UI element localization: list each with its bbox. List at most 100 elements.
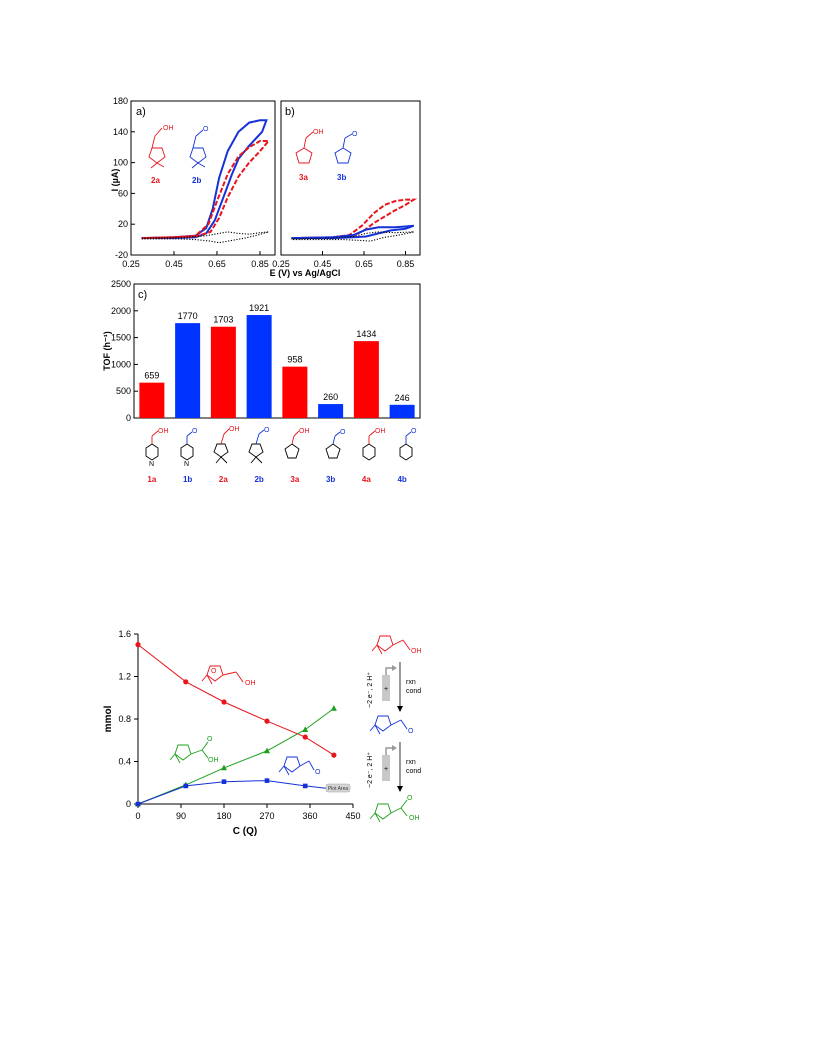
molecule-2b-o: O bbox=[203, 126, 209, 133]
scheme-rxn-1: rxn bbox=[406, 679, 416, 686]
compound-label-2b: 2b bbox=[192, 176, 201, 185]
scheme-alcohol-oh: OH bbox=[411, 648, 422, 655]
panel-d: 0 0.4 0.8 1.2 1.6 0 90 180 270 360 450 mmol C (Q)… bbox=[103, 629, 361, 837]
x-tick-label: 0.25 bbox=[122, 259, 140, 269]
bar-value-label: 958 bbox=[287, 355, 302, 365]
data-point-triangle bbox=[302, 726, 309, 733]
molecule-3a-oh: OH bbox=[313, 129, 324, 136]
category-label-2a: 2a bbox=[219, 475, 228, 484]
series-line-circle bbox=[137, 644, 335, 756]
structure-3a-oh: OH bbox=[299, 428, 310, 435]
data-point-circle bbox=[264, 718, 270, 724]
y-tick-label: 0.8 bbox=[118, 714, 131, 724]
scheme-acid: O OH bbox=[369, 795, 420, 823]
svg-text:N: N bbox=[149, 461, 154, 468]
x-tick-label: 0.45 bbox=[165, 259, 183, 269]
y-tick-label: 1500 bbox=[111, 333, 131, 343]
svg-text:N: N bbox=[184, 461, 189, 468]
y-tick-label: 1000 bbox=[111, 359, 131, 369]
y-tick-label: -20 bbox=[115, 250, 128, 260]
category-label-3a: 3a bbox=[290, 475, 299, 484]
y-tick-label: 100 bbox=[113, 158, 128, 168]
panel-a-frame bbox=[130, 100, 276, 256]
y-tick-label: 1.2 bbox=[118, 672, 131, 682]
data-point-square bbox=[302, 783, 308, 789]
molecule-3b-o: O bbox=[352, 131, 358, 138]
y-tick-label: 2000 bbox=[111, 306, 131, 316]
inline-acid-oh: OH bbox=[208, 757, 219, 764]
scheme-acid-oh: OH bbox=[409, 815, 420, 822]
panel-c-y-ticks: 0 500 1000 1500 2000 2500 bbox=[111, 279, 138, 423]
structure-1a-oh: OH bbox=[158, 428, 169, 435]
molecule-3a: OH 3a bbox=[295, 129, 324, 182]
x-tick-label: 0.85 bbox=[251, 259, 269, 269]
structure-3b-o: O bbox=[340, 429, 346, 436]
bar-4a bbox=[353, 341, 379, 418]
cv-series-solid bbox=[141, 119, 268, 240]
molecule-3b: O 3b bbox=[334, 131, 358, 182]
scheme-plus-1: + bbox=[384, 686, 388, 693]
scheme-electrons-1: −2 e⁻, 2 H⁺ bbox=[367, 672, 374, 708]
panel-c-label: c) bbox=[138, 289, 147, 301]
panel-d-series bbox=[135, 642, 337, 807]
x-tick-label: 0 bbox=[135, 811, 140, 821]
data-point-square bbox=[183, 783, 189, 789]
bar-value-label: 260 bbox=[323, 392, 338, 402]
cv-series-dotted bbox=[291, 231, 414, 242]
molecule-2a-oh: OH bbox=[163, 125, 174, 132]
y-tick-label: 60 bbox=[118, 188, 128, 198]
bar-value-label: 246 bbox=[395, 393, 410, 403]
x-tick-label: 0.65 bbox=[208, 259, 226, 269]
data-point-square bbox=[264, 778, 270, 783]
structure-3a: OH bbox=[284, 428, 310, 459]
category-label-1a: 1a bbox=[147, 475, 156, 484]
data-point-circle bbox=[183, 679, 189, 685]
panel-c: c) 0 500 1000 1500 2000 2500 TOF (h⁻¹) 659 177… bbox=[102, 279, 421, 484]
bar-value-label: 659 bbox=[144, 371, 159, 381]
structure-4b-o: O bbox=[411, 428, 417, 435]
panel-b-label: b) bbox=[285, 106, 295, 118]
scheme-aldehyde: O bbox=[369, 715, 414, 735]
bar-value-label: 1434 bbox=[356, 329, 376, 339]
data-point-square bbox=[135, 801, 141, 807]
inline-alcohol-oh: OH bbox=[245, 680, 256, 687]
y-tick-label: 0.4 bbox=[118, 757, 131, 767]
panel-a-y-ticks: -20 20 60 100 140 180 bbox=[113, 96, 135, 260]
panel-a-y-axis-label: I (µA) bbox=[110, 169, 120, 192]
x-tick-label: 0.25 bbox=[272, 259, 290, 269]
structure-1b: O N bbox=[180, 428, 198, 468]
data-point-triangle bbox=[330, 705, 337, 711]
compound-label-3a: 3a bbox=[299, 173, 308, 182]
category-label-4a: 4a bbox=[362, 475, 371, 484]
bar-4b bbox=[389, 404, 415, 418]
inline-alcohol-ring-o: O bbox=[211, 668, 217, 675]
structure-2b-o: O bbox=[264, 427, 270, 434]
data-point-triangle bbox=[221, 764, 227, 771]
inline-aldehyde-o: O bbox=[315, 769, 321, 776]
structure-4b: O bbox=[399, 428, 417, 461]
bar-value-label: 1921 bbox=[249, 303, 269, 313]
structure-1a: OH N bbox=[145, 428, 169, 468]
plot-area-badge: Plot Area bbox=[325, 783, 351, 793]
scheme-aldehyde-o: O bbox=[408, 728, 414, 735]
panel-d-y-ticks: 0 0.4 0.8 1.2 1.6 bbox=[118, 629, 138, 809]
molecule-2a: OH 2a bbox=[148, 125, 174, 185]
x-tick-label: 180 bbox=[216, 811, 231, 821]
shared-x-axis-label: E (V) vs Ag/AgCl bbox=[270, 268, 341, 278]
structure-4a-oh: OH bbox=[375, 428, 386, 435]
category-label-1b: 1b bbox=[183, 475, 192, 484]
data-point-square bbox=[221, 779, 227, 784]
category-label-4b: 4b bbox=[397, 475, 406, 484]
scheme-reagent-2 bbox=[382, 755, 390, 781]
x-tick-label: 0.85 bbox=[397, 259, 415, 269]
panel-c-frame bbox=[133, 283, 421, 419]
inline-acid-o: O bbox=[207, 736, 213, 743]
panel-a: a) -20 20 60 100 140 180 0.25 0.45 0.65 0.85 I (… bbox=[110, 96, 276, 269]
panel-b-x-ticks: 0.25 0.45 0.65 0.85 bbox=[272, 251, 414, 269]
panel-b-series bbox=[291, 198, 418, 242]
y-tick-label: 1.6 bbox=[118, 629, 131, 639]
panel-a-series bbox=[141, 119, 271, 244]
bar-3b bbox=[318, 404, 344, 418]
y-tick-label: 0 bbox=[126, 799, 131, 809]
